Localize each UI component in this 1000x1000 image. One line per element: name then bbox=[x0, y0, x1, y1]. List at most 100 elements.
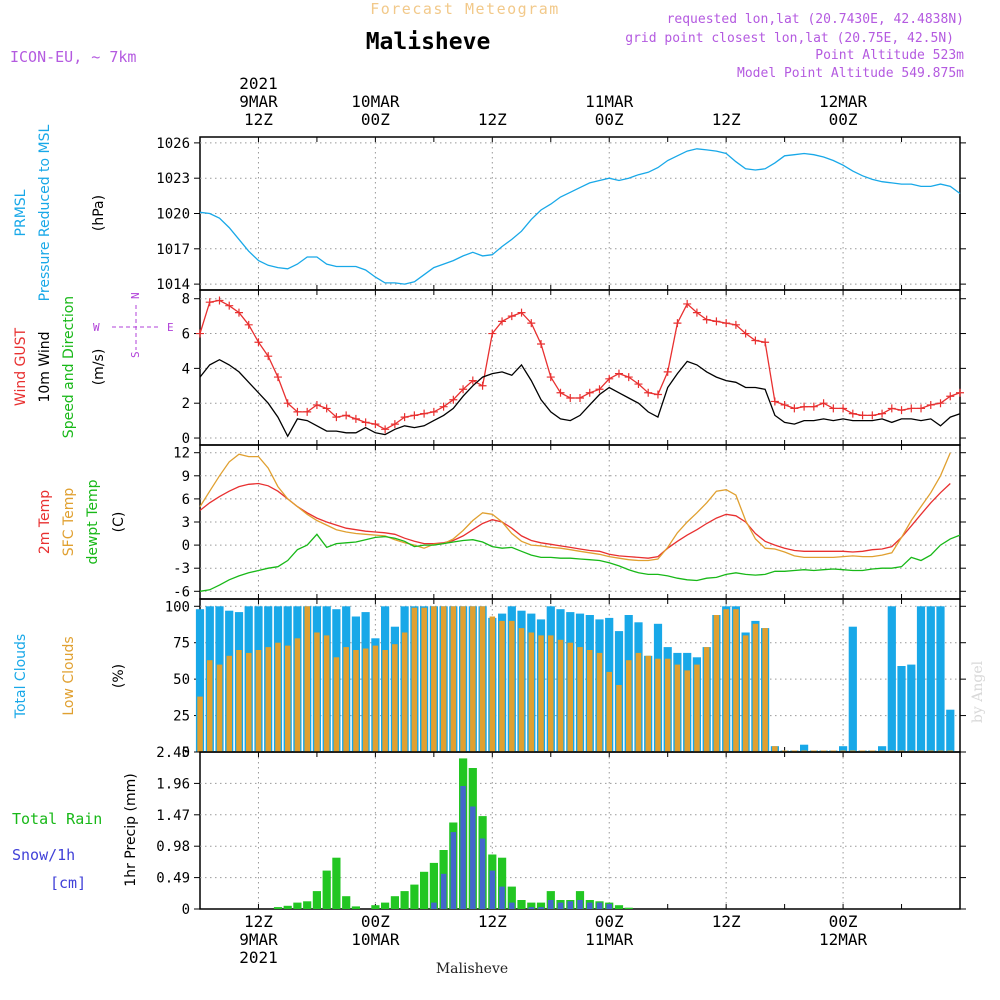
gust-marker bbox=[712, 317, 721, 326]
bar-low-clouds bbox=[285, 645, 291, 752]
bar-low-clouds bbox=[440, 606, 447, 752]
bar-total-rain bbox=[429, 862, 438, 909]
gust-marker bbox=[936, 399, 945, 408]
bar-low-clouds bbox=[577, 647, 583, 752]
gust-marker bbox=[381, 425, 390, 434]
credit-label: by Angel bbox=[970, 660, 986, 723]
gust-marker bbox=[468, 376, 477, 385]
bar-low-clouds bbox=[645, 655, 651, 752]
gust-marker bbox=[926, 400, 935, 409]
gust-marker bbox=[234, 308, 243, 317]
bar-total-rain bbox=[273, 907, 283, 909]
y-tick-label: 25 bbox=[173, 709, 190, 725]
gust-marker bbox=[673, 319, 682, 328]
top-time-label: 00Z bbox=[595, 110, 624, 129]
gust-marker bbox=[283, 399, 292, 408]
gust-marker bbox=[790, 404, 799, 413]
bar-total-rain bbox=[400, 891, 409, 909]
y-tick-label: 0.98 bbox=[156, 839, 190, 855]
bar-snow-1h bbox=[440, 873, 447, 909]
bar-low-clouds bbox=[509, 620, 515, 752]
gust-marker bbox=[361, 418, 370, 427]
precip-legend-rain: Total Rain bbox=[12, 810, 102, 828]
bar-low-clouds bbox=[528, 632, 535, 752]
bar-low-clouds bbox=[333, 657, 340, 752]
gust-marker bbox=[264, 352, 273, 361]
top-time-label: 12Z bbox=[244, 110, 273, 129]
bar-snow-1h bbox=[538, 907, 544, 909]
bar-low-clouds bbox=[626, 660, 632, 752]
bar-snow-1h bbox=[450, 832, 457, 909]
bottom-time-label: 12Z bbox=[478, 912, 507, 931]
bar-snow-1h bbox=[548, 900, 554, 909]
bar-total-rain bbox=[498, 857, 507, 909]
bar-total-clouds bbox=[936, 606, 945, 752]
bar-total-clouds bbox=[839, 746, 848, 752]
gust-marker bbox=[761, 338, 770, 347]
gust-marker bbox=[244, 320, 253, 329]
top-time-label: 12MAR bbox=[819, 92, 868, 111]
gust-marker bbox=[312, 400, 321, 409]
bar-low-clouds bbox=[694, 664, 700, 752]
top-time-label: 12Z bbox=[478, 110, 507, 129]
bar-snow-1h bbox=[528, 907, 535, 909]
bar-total-clouds bbox=[800, 744, 809, 752]
y-axis-label: dewpt Temp bbox=[85, 479, 101, 564]
bar-total-rain bbox=[527, 902, 536, 909]
gust-marker bbox=[907, 404, 916, 413]
gust-marker bbox=[809, 402, 818, 411]
y-axis-label: (m/s) bbox=[91, 349, 107, 386]
gust-marker bbox=[868, 411, 877, 420]
bar-low-clouds bbox=[431, 606, 437, 752]
precip-frame bbox=[199, 751, 961, 910]
bar-low-clouds bbox=[197, 696, 203, 752]
precip-legend-unit: [cm] bbox=[50, 874, 86, 892]
bar-total-clouds bbox=[195, 609, 205, 752]
bar-low-clouds bbox=[411, 607, 418, 752]
bar-low-clouds bbox=[372, 645, 379, 752]
bar-low-clouds bbox=[489, 616, 496, 752]
bottom-time-label: 00Z bbox=[829, 912, 858, 931]
gust-marker bbox=[780, 400, 789, 409]
series-line-dewpt-temp bbox=[199, 533, 961, 592]
gust-marker bbox=[897, 406, 906, 415]
gust-marker bbox=[800, 402, 809, 411]
gust-marker bbox=[205, 298, 214, 307]
gust-marker bbox=[303, 407, 312, 416]
gust-marker bbox=[692, 308, 701, 317]
gust-marker bbox=[351, 414, 360, 423]
gust-marker bbox=[459, 385, 468, 394]
y-axis-label: (%) bbox=[111, 664, 127, 688]
y-tick-label: 1014 bbox=[156, 277, 190, 293]
bar-total-rain bbox=[410, 884, 419, 909]
bottom-time-label: 00Z bbox=[595, 912, 624, 931]
bar-total-rain bbox=[293, 902, 302, 909]
y-axis-label: 10m Wind bbox=[37, 331, 53, 402]
y-axis-label: SFC Temp bbox=[61, 488, 77, 557]
pressure-panel: 1014 1017 1020 1023 1026 PRMSL Pressure Reduce… bbox=[13, 124, 966, 301]
bar-total-rain bbox=[303, 901, 312, 909]
bar-total-rain bbox=[507, 886, 516, 909]
gust-marker bbox=[322, 404, 331, 413]
bar-total-clouds bbox=[926, 606, 935, 752]
gust-marker bbox=[819, 399, 828, 408]
station-title: Malisheve bbox=[366, 29, 491, 55]
bar-low-clouds bbox=[772, 746, 778, 752]
gust-marker bbox=[273, 373, 282, 382]
bar-low-clouds bbox=[362, 648, 369, 752]
wind-frame bbox=[199, 289, 961, 446]
precip-legend-snow: Snow/1h bbox=[12, 846, 75, 864]
gust-marker bbox=[410, 411, 419, 420]
bar-low-clouds bbox=[207, 660, 213, 752]
bar-total-rain bbox=[371, 905, 380, 909]
bar-low-clouds bbox=[343, 647, 349, 752]
gridpoint-coords: grid point closest lon,lat (20.75E, 42.5… bbox=[625, 31, 954, 46]
bar-low-clouds bbox=[246, 652, 252, 752]
gust-marker bbox=[439, 402, 448, 411]
y-tick-label: 8 bbox=[182, 292, 190, 308]
gust-marker bbox=[225, 301, 234, 310]
bar-total-rain bbox=[624, 907, 633, 909]
bottom-time-label: 00Z bbox=[361, 912, 390, 931]
bar-low-clouds bbox=[479, 606, 486, 752]
